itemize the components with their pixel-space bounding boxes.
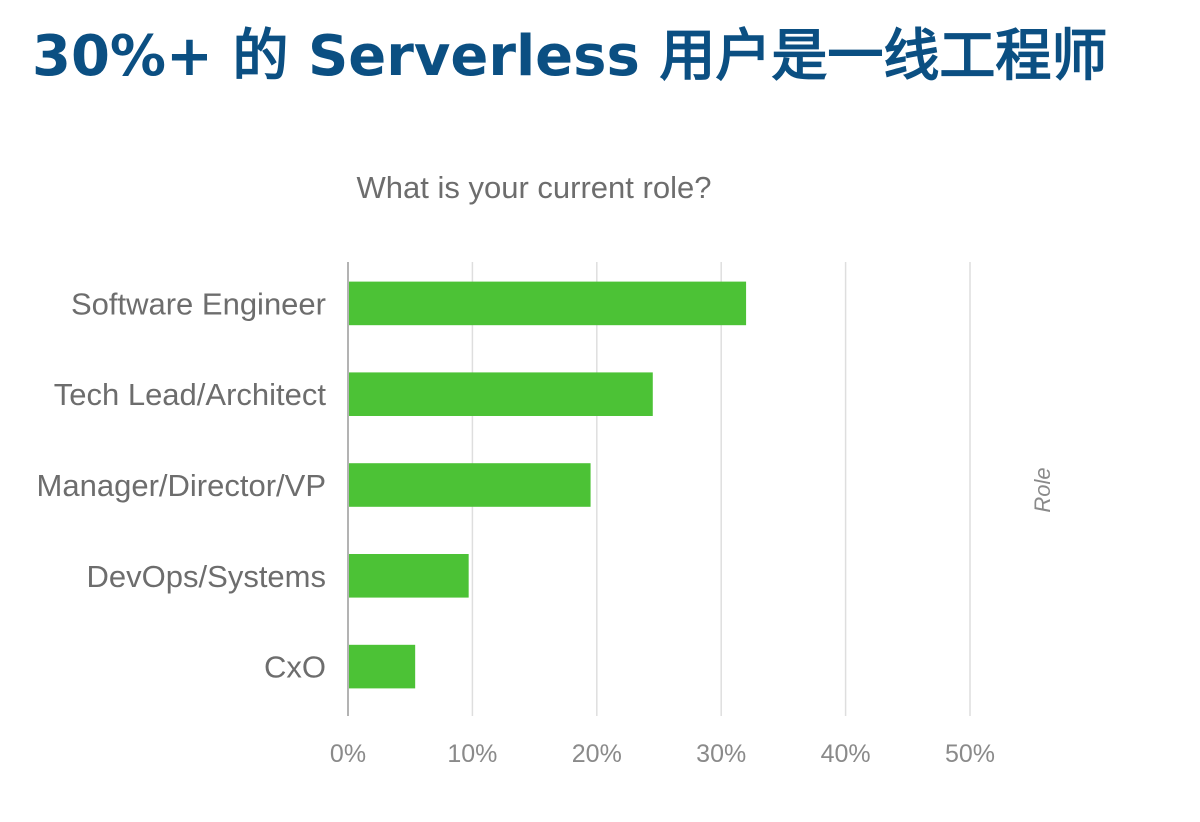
category-label: CxO xyxy=(264,650,326,685)
category-label: Software Engineer xyxy=(71,286,326,321)
bar xyxy=(349,644,416,689)
category-label: DevOps/Systems xyxy=(87,559,326,594)
bar xyxy=(349,281,747,326)
x-tick-label: 10% xyxy=(447,740,497,768)
grid-lines xyxy=(471,262,971,716)
x-tick-label: 40% xyxy=(821,740,871,768)
bars xyxy=(349,281,747,689)
x-tick-label: 0% xyxy=(330,740,366,768)
x-tick-label: 30% xyxy=(696,740,746,768)
x-tick-labels: 0% 10% 20% 30% 40% 50% xyxy=(330,740,995,768)
category-label: Manager/Director/VP xyxy=(37,468,326,503)
chart-title: What is your current role? xyxy=(357,170,712,205)
side-label-role: Role xyxy=(1030,467,1055,512)
bar xyxy=(349,554,469,598)
bar xyxy=(349,463,591,507)
slide-title: 30%+ 的 Serverless 用户是一线工程师 xyxy=(32,24,1108,89)
category-labels: Software Engineer Tech Lead/Architect Mana… xyxy=(37,286,327,684)
x-tick-label: 50% xyxy=(945,740,995,768)
bar xyxy=(349,372,653,416)
category-label: Tech Lead/Architect xyxy=(54,377,327,412)
x-tick-label: 20% xyxy=(572,740,622,768)
